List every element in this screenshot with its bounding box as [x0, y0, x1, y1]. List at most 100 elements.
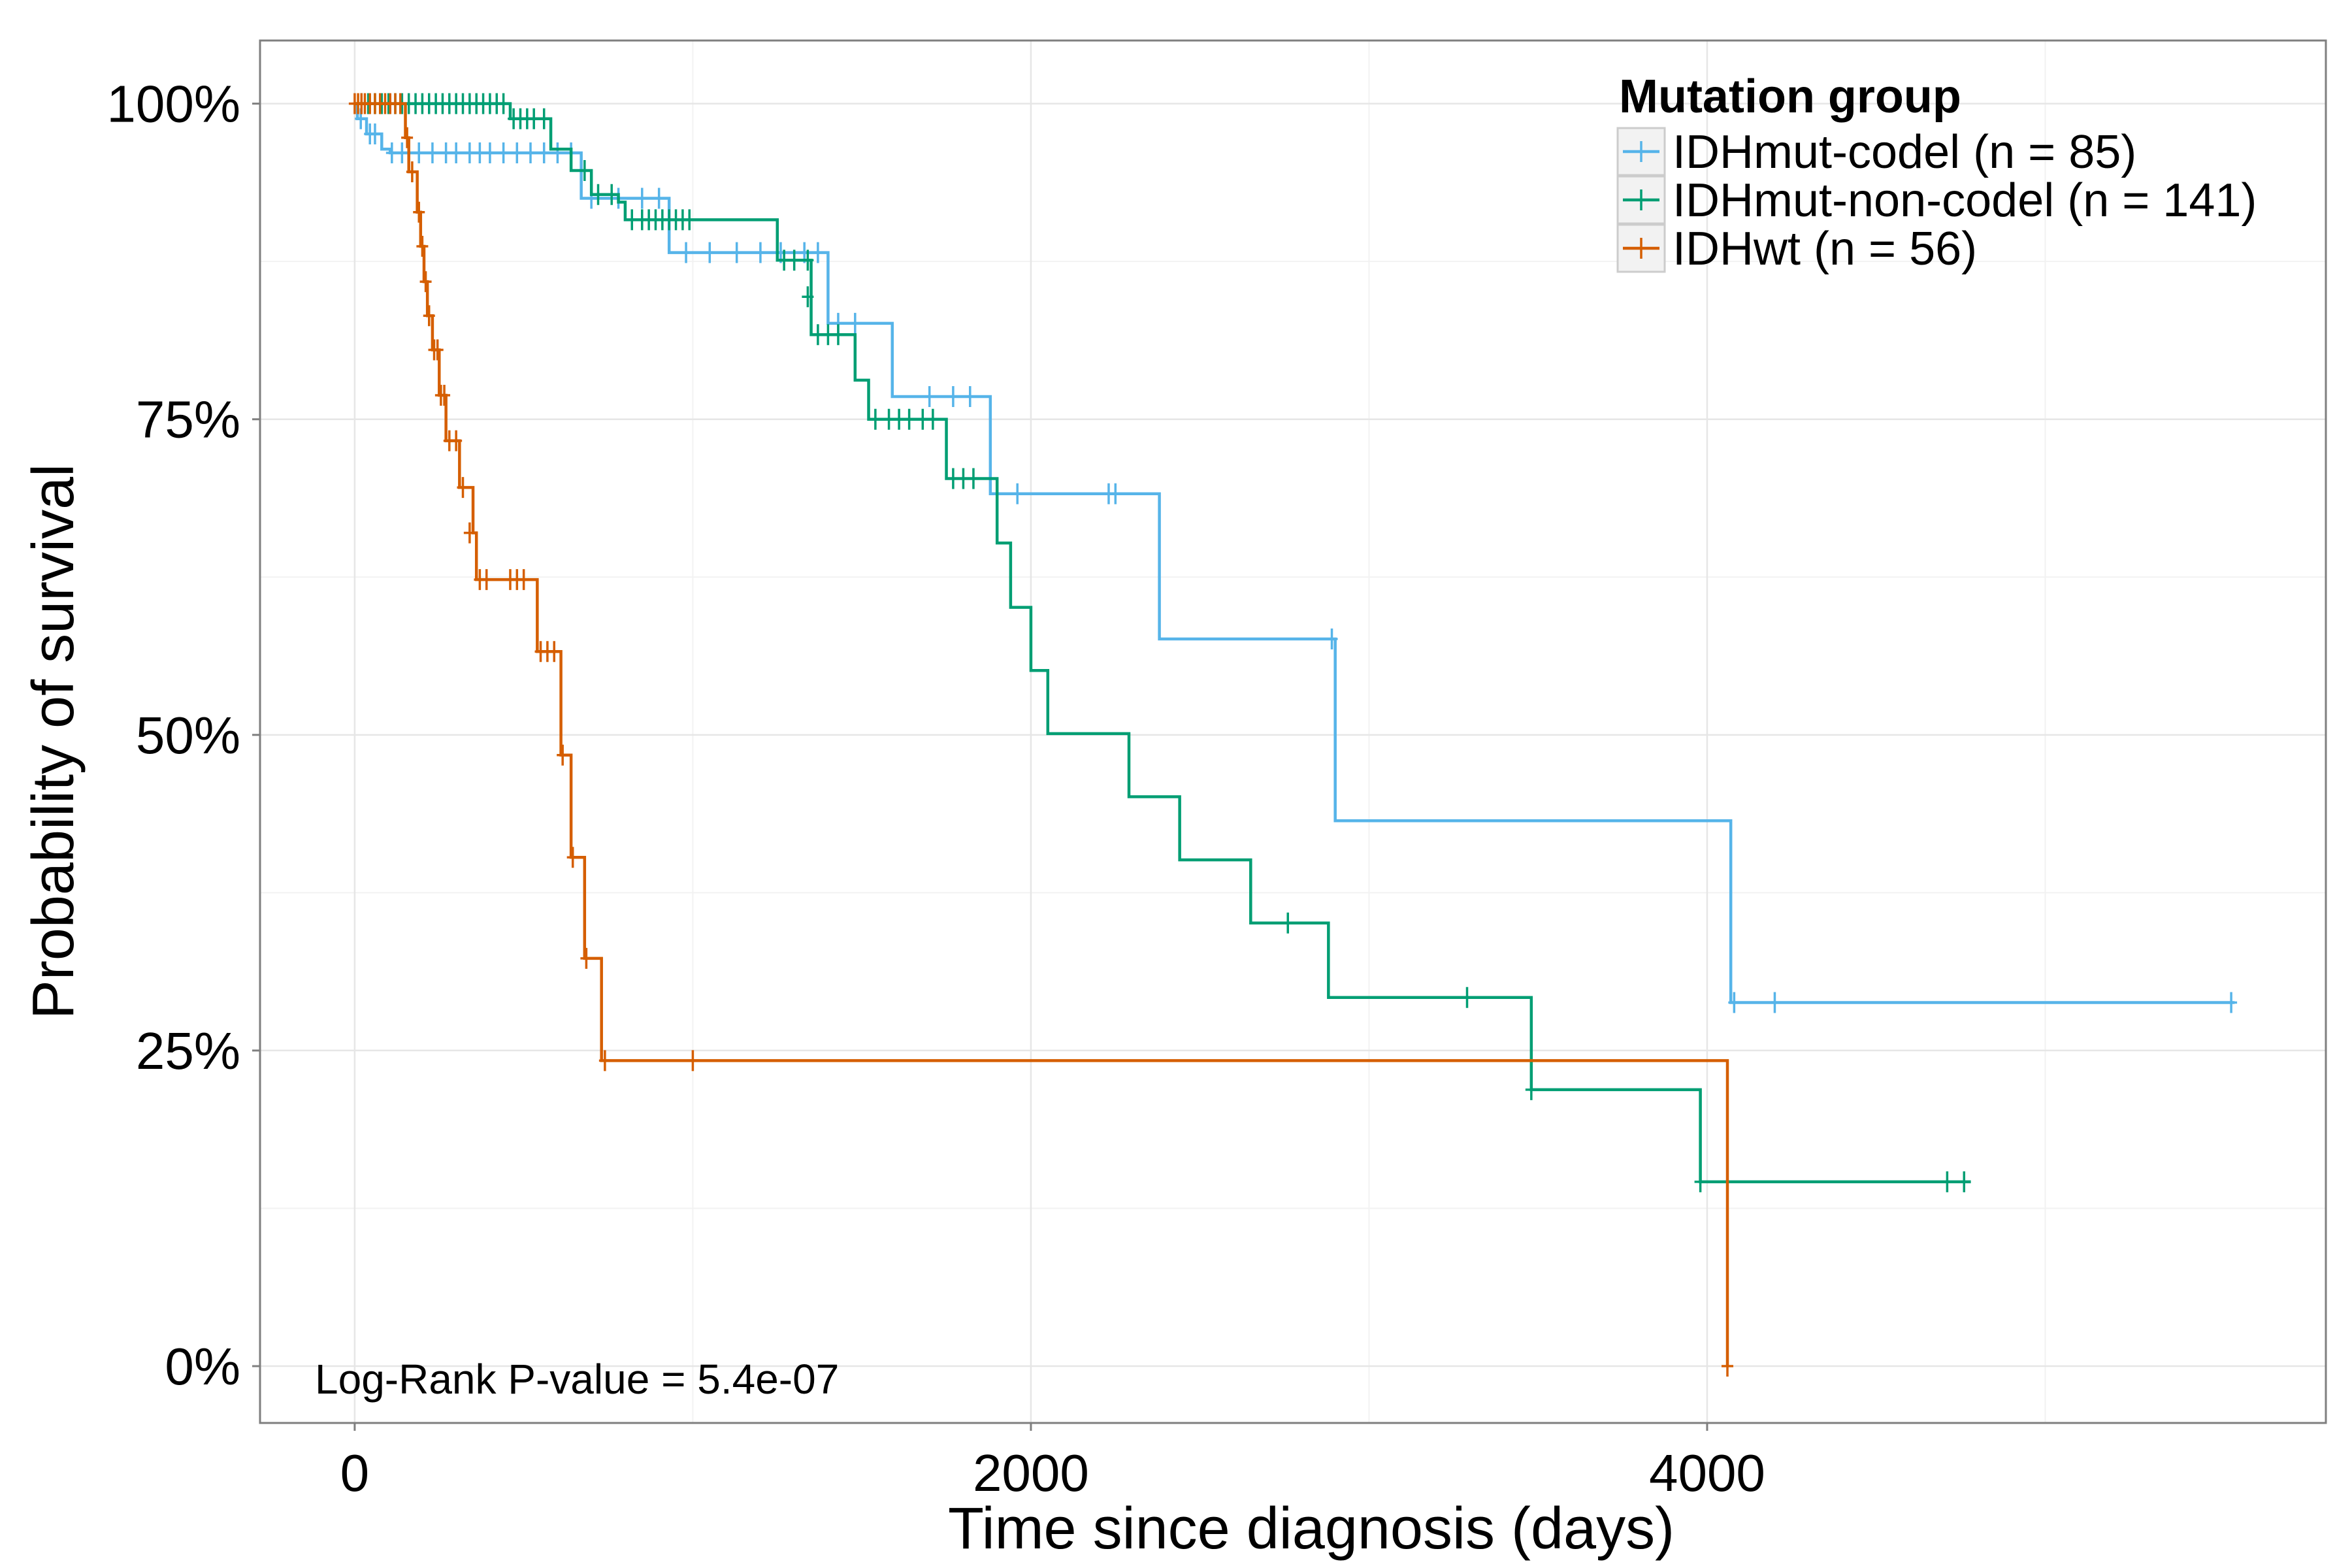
censor-mark: [463, 522, 476, 544]
censor-mark: [683, 209, 696, 231]
legend-label: IDHwt (n = 56): [1673, 223, 1977, 275]
censor-mark: [923, 385, 936, 407]
series-line: [354, 102, 1971, 1184]
censor-mark: [1941, 1171, 1953, 1192]
censor-mark: [419, 271, 432, 293]
censor-mark: [849, 312, 861, 334]
legend-key: [1616, 175, 1666, 225]
censor-mark: [566, 847, 579, 868]
censor-mark: [497, 93, 510, 114]
censor-mark: [917, 408, 929, 430]
censor-mark: [1326, 628, 1338, 649]
censor-mark: [517, 569, 530, 591]
censor-mark: [525, 142, 537, 163]
censor-mark: [557, 744, 569, 766]
censor-mark: [893, 408, 906, 430]
censor-mark: [1722, 1356, 1733, 1377]
censor-mark: [548, 641, 561, 662]
censor-mark: [413, 201, 425, 223]
censor-mark: [450, 142, 463, 163]
censor-mark: [636, 188, 648, 209]
series-group-1: [354, 93, 1971, 1192]
censor-mark: [832, 324, 844, 346]
x-tick-label: 0: [340, 1444, 370, 1502]
y-tick-label: 50%: [136, 706, 240, 764]
censor-mark: [551, 142, 564, 163]
censor-mark: [869, 408, 881, 430]
censor-mark: [883, 408, 895, 430]
censor-mark: [450, 430, 463, 451]
censor-mark: [438, 385, 451, 406]
censor-mark: [592, 184, 604, 205]
censor-mark: [822, 324, 834, 346]
censor-mark: [1525, 1079, 1537, 1100]
censor-mark: [511, 142, 523, 163]
censor-mark: [423, 305, 435, 327]
censor-mark: [811, 324, 824, 346]
censor-mark: [788, 250, 800, 271]
censor-mark: [926, 408, 939, 430]
y-tick-label: 0%: [165, 1337, 240, 1396]
censor-mark: [538, 108, 550, 129]
censor-mark: [598, 1050, 611, 1071]
censor-mark: [480, 569, 493, 591]
censor-mark: [1461, 987, 1473, 1008]
censor-mark: [811, 242, 824, 263]
censor-mark: [406, 161, 418, 182]
censor-mark: [368, 123, 381, 144]
censor-mark: [463, 142, 476, 163]
legend-title: Mutation group: [1619, 71, 1961, 123]
censor-mark: [687, 1050, 699, 1071]
censor-mark: [440, 142, 452, 163]
censor-mark: [1728, 992, 1740, 1013]
censor-mark: [947, 468, 959, 489]
series-group-2: [348, 93, 1733, 1377]
censor-mark: [580, 947, 593, 969]
censor-mark: [653, 188, 665, 209]
censor-mark: [474, 142, 486, 163]
censor-mark: [606, 184, 618, 205]
legend-label: IDHmut-codel (n = 85): [1673, 126, 2136, 178]
x-tick-label: 4000: [1649, 1444, 1765, 1502]
censor-mark: [1769, 992, 1781, 1013]
censor-mark: [416, 235, 429, 257]
legend: Mutation group IDHmut-codel (n = 85)IDHm…: [1616, 71, 2257, 275]
censor-mark: [2225, 992, 2238, 1013]
x-tick-label: 2000: [973, 1444, 1089, 1502]
censor-mark: [778, 250, 791, 271]
censor-mark: [680, 242, 693, 263]
series-group-0: [354, 102, 2238, 1013]
censor-mark: [578, 160, 591, 182]
censor-mark: [626, 209, 638, 231]
censor-mark: [394, 93, 406, 114]
legend-key: [1616, 127, 1666, 176]
censor-mark: [1282, 912, 1294, 934]
legend-key: [1616, 223, 1666, 273]
series-lines: [348, 93, 2238, 1377]
legend-label: IDHmut-non-codel (n = 141): [1673, 174, 2257, 227]
censor-mark: [1694, 1171, 1707, 1192]
censor-mark: [754, 242, 766, 263]
censor-mark: [1958, 1171, 1970, 1192]
y-tick-label: 25%: [136, 1022, 240, 1080]
y-tick-label: 100%: [106, 75, 240, 133]
censor-mark: [730, 242, 743, 263]
censor-mark: [528, 108, 540, 129]
censor-mark: [704, 242, 716, 263]
axis-ticks: 0 2000 4000 0% 25% 50% 75% 100%: [106, 75, 1765, 1502]
logrank-pvalue-annotation: Log-Rank P-value = 5.4e-07: [315, 1356, 839, 1403]
censor-mark: [413, 142, 425, 163]
plot-panel-border: [259, 39, 2327, 1424]
censor-mark: [497, 142, 510, 163]
censor-mark: [802, 286, 814, 308]
y-tick-label: 75%: [136, 391, 240, 449]
censor-mark: [401, 127, 414, 148]
censor-mark: [964, 385, 976, 407]
censor-mark: [538, 142, 550, 163]
censor-mark: [1011, 483, 1024, 504]
censor-mark: [426, 142, 438, 163]
censor-mark: [457, 477, 469, 498]
censor-mark: [967, 468, 979, 489]
censor-mark: [385, 142, 398, 163]
